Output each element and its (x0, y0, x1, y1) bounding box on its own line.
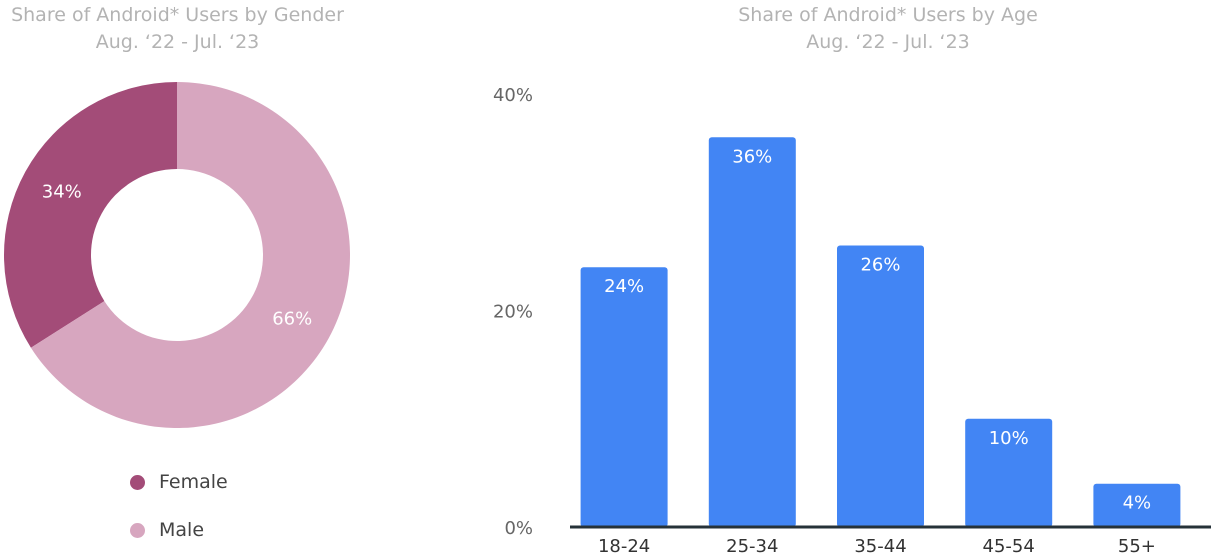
legend-swatch-female (130, 474, 145, 490)
y-tick-label-0: 0% (504, 518, 533, 539)
age-chart-title-text: Share of Android* Users by Age (738, 4, 1038, 26)
x-tick-label-35-44: 35-44 (854, 536, 906, 557)
y-tick-label-40: 40% (493, 85, 533, 106)
legend-item-female[interactable]: Female (130, 458, 228, 506)
gender-chart-panel: Share of Android* Users by Gender Aug. ‘… (0, 0, 355, 557)
legend-item-male[interactable]: Male (130, 506, 228, 554)
bar-value-label-25-34: 36% (732, 146, 772, 167)
bar-45-54[interactable] (965, 418, 1053, 527)
gender-chart-title: Share of Android* Users by Gender Aug. ‘… (0, 2, 355, 56)
x-tick-label-45-54: 45-54 (983, 536, 1035, 557)
x-tick-label-55: 55+ (1118, 536, 1156, 557)
age-chart-subtitle: Aug. ‘22 - Jul. ‘23 (806, 31, 970, 53)
age-chart-title: Share of Android* Users by Age Aug. ‘22 … (720, 2, 1056, 56)
donut-label-male: 66% (272, 308, 312, 329)
gender-donut-chart: 34% 66% (4, 81, 350, 429)
bar-18-24[interactable] (580, 267, 668, 527)
legend-swatch-male (130, 522, 145, 538)
bar-55[interactable] (1093, 483, 1181, 527)
bar-value-label-45-54: 10% (989, 428, 1029, 449)
bar-value-label-55: 4% (1123, 493, 1152, 514)
bar-value-label-18-24: 24% (604, 276, 644, 297)
donut-slice-male[interactable] (30, 82, 350, 429)
gender-chart-title-text: Share of Android* Users by Gender (11, 4, 344, 26)
y-tick-label-20: 20% (493, 302, 533, 323)
x-tick-label-18-24: 18-24 (598, 536, 650, 557)
bar-35-44[interactable] (837, 245, 924, 528)
age-chart-panel: Share of Android* Users by Age Aug. ‘22 … (470, 0, 1211, 557)
donut-label-female: 34% (42, 182, 82, 203)
legend-label-male: Male (159, 519, 205, 541)
bar-value-label-35-44: 26% (860, 255, 900, 276)
x-tick-label-25-34: 25-34 (726, 536, 778, 557)
legend-label-female: Female (159, 471, 228, 493)
age-bar-chart: 0% 20% 40% 24% 18-24 36% 25-34 26% 35-44 10% 45-54… (493, 85, 1211, 557)
bar-25-34[interactable] (708, 137, 796, 528)
donut-slice-female[interactable] (4, 81, 177, 348)
gender-chart-subtitle: Aug. ‘22 - Jul. ‘23 (95, 31, 260, 53)
gender-legend: Female Male (130, 458, 228, 554)
